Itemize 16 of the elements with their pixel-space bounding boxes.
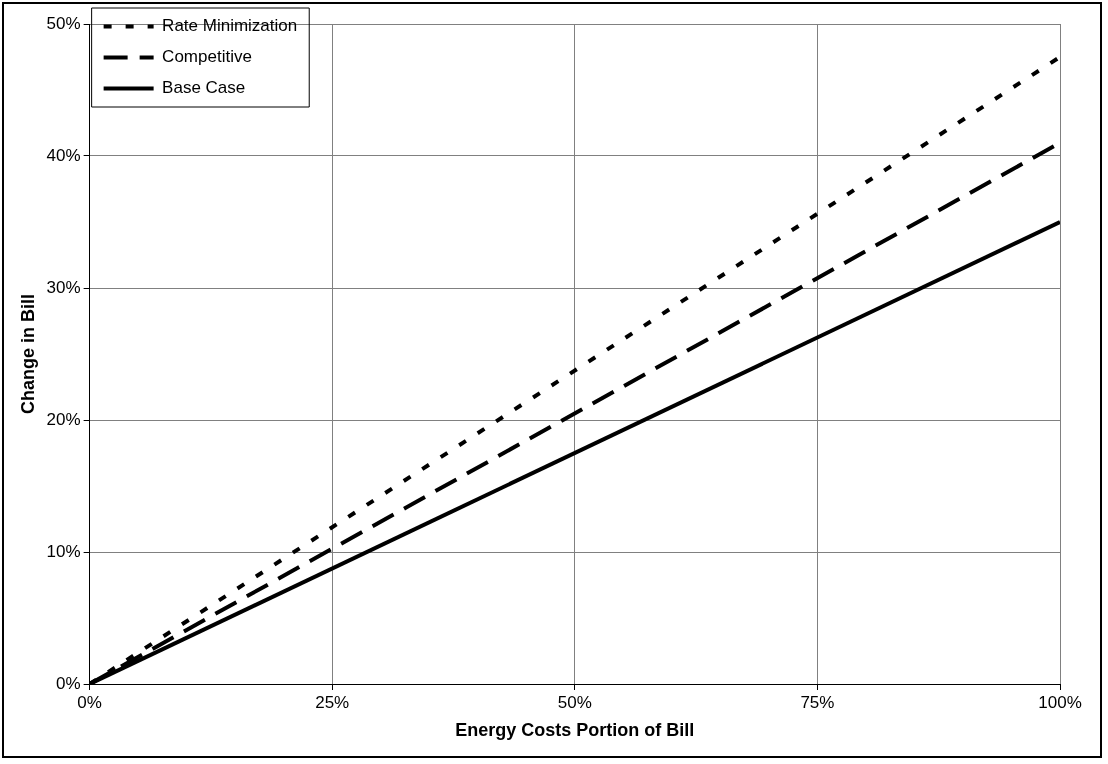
x-tick-label: 0% (77, 692, 102, 712)
legend-label: Rate Minimization (162, 16, 298, 36)
x-tick-label: 50% (557, 692, 592, 712)
y-tick-label: 50% (46, 13, 81, 33)
y-tick-label: 20% (46, 409, 81, 429)
y-tick-label: 40% (46, 145, 81, 165)
legend-label: Base Case (162, 78, 246, 98)
y-axis-title: Change in Bill (17, 293, 38, 415)
y-tick-label: 10% (46, 541, 81, 561)
x-tick-label: 75% (800, 692, 835, 712)
legend-label: Competitive (162, 47, 252, 67)
y-tick-label: 0% (56, 673, 81, 693)
x-axis-title: Energy Costs Portion of Bill (455, 720, 695, 741)
y-tick-label: 30% (46, 277, 81, 297)
x-tick-label: 100% (1038, 692, 1082, 712)
x-tick-label: 25% (315, 692, 350, 712)
